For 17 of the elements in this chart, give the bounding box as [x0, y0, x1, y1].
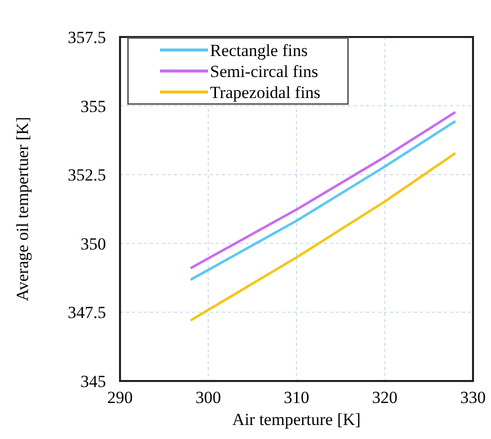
y-tick-label: 357.5 — [68, 28, 106, 47]
y-tick-label: 347.5 — [68, 303, 106, 322]
x-axis-title: Air temperture [K] — [232, 410, 361, 429]
legend-label: Trapezoidal fins — [210, 83, 320, 102]
x-tick-label: 290 — [107, 388, 133, 407]
x-tick-label: 330 — [460, 388, 486, 407]
x-tick-label: 300 — [196, 388, 221, 407]
x-tick-label: 320 — [372, 388, 398, 407]
y-tick-label: 352.5 — [68, 166, 106, 185]
y-tick-label: 345 — [80, 372, 106, 391]
line-series — [189, 152, 457, 322]
y-tick-label: 350 — [80, 234, 106, 254]
legend-label: Rectangle fins — [210, 41, 308, 60]
legend-label: Semi-circal fins — [210, 62, 318, 81]
y-tick-label: 355 — [80, 96, 106, 116]
y-axis-title: Average oil tempertuer [K] — [13, 116, 32, 302]
x-tick-label: 310 — [284, 388, 310, 407]
